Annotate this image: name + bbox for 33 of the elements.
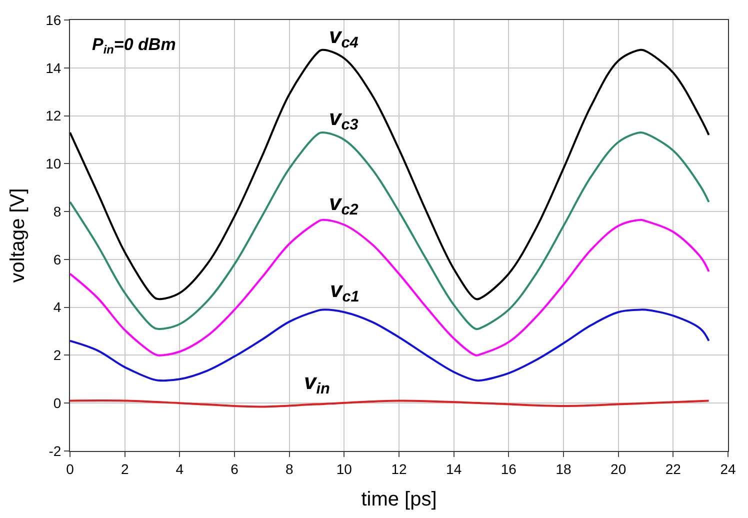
x-tick-label: 16: [500, 460, 517, 477]
y-tick-label: 12: [46, 108, 62, 124]
y-tick-label: 6: [53, 251, 62, 268]
series-label: v$_{c2}$: [329, 190, 359, 219]
series-label: v$_{c4}$: [329, 23, 359, 52]
x-tick-label: 2: [120, 460, 129, 477]
x-tick-label: 14: [446, 460, 462, 477]
x-axis-title: time [ps]: [361, 488, 437, 510]
x-tick-label: 20: [610, 460, 626, 477]
x-tick-label: 6: [230, 460, 239, 477]
y-tick-label: 4: [53, 299, 62, 316]
y-tick-label: 10: [46, 156, 62, 172]
annotation: P$_{in}$=0 dBm: [92, 35, 176, 57]
x-tick-label: 18: [556, 460, 572, 477]
y-tick-label: 8: [53, 203, 62, 220]
series-label: v$_{in}$: [304, 369, 330, 398]
y-tick-label: 14: [46, 60, 62, 76]
x-tick-label: 4: [176, 460, 184, 477]
x-tick-label: 22: [665, 460, 682, 477]
series-label: v$_{c3}$: [329, 105, 359, 134]
x-tick-label: 24: [720, 460, 736, 477]
y-tick-label: 0: [53, 395, 62, 412]
line-series: [70, 132, 710, 330]
y-tick-label: 16: [46, 12, 62, 28]
x-tick-label: 12: [391, 460, 407, 477]
y-tick-label: -2: [48, 442, 62, 459]
line-series: [70, 218, 710, 356]
series-label: v$_{c1}$: [330, 277, 360, 306]
x-tick-label: 10: [336, 460, 352, 477]
y-axis-title: voltage [V]: [7, 188, 30, 283]
x-tick-label: 8: [285, 460, 294, 477]
y-tick-label: 2: [53, 347, 62, 364]
x-tick-label: 0: [66, 460, 74, 477]
